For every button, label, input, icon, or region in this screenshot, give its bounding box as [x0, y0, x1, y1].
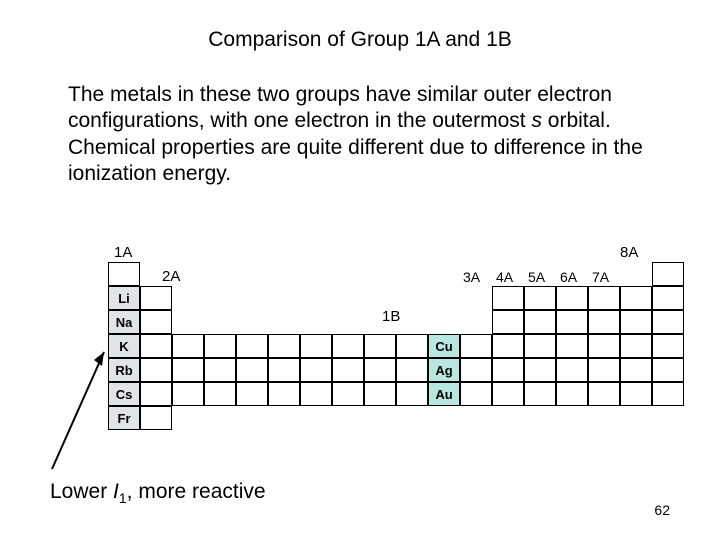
body-paragraph: The metals in these two groups have simi…: [68, 82, 658, 187]
empty-cell: [364, 382, 396, 406]
empty-cell: [556, 334, 588, 358]
empty-cell: [652, 358, 684, 382]
empty-cell: [172, 382, 204, 406]
empty-cell: [588, 358, 620, 382]
empty-cell: [652, 382, 684, 406]
element-cell-na: Na: [108, 310, 140, 334]
empty-cell: [140, 286, 172, 310]
empty-cell: [236, 382, 268, 406]
empty-cell: [620, 382, 652, 406]
empty-cell: [396, 358, 428, 382]
empty-cell: [460, 334, 492, 358]
empty-cell: [172, 334, 204, 358]
bottom-sub: 1: [119, 490, 127, 506]
empty-cell: [588, 310, 620, 334]
empty-cell: [524, 310, 556, 334]
empty-cell: [620, 334, 652, 358]
element-cell-li: Li: [108, 286, 140, 310]
empty-cell: [652, 334, 684, 358]
empty-cell: [140, 310, 172, 334]
empty-cell: [332, 358, 364, 382]
empty-cell: [204, 334, 236, 358]
body-line-1c: orbital.: [542, 109, 611, 132]
empty-cell: [524, 382, 556, 406]
empty-cell: [300, 382, 332, 406]
empty-cell: [236, 358, 268, 382]
empty-cell: [556, 286, 588, 310]
body-line-2: Chemical properties are quite different …: [68, 136, 643, 185]
element-cell-k: K: [108, 334, 140, 358]
group-label-7a: 7A: [592, 269, 609, 285]
empty-cell: [332, 382, 364, 406]
group-label-1b: 1B: [382, 308, 400, 325]
empty-cell: [492, 334, 524, 358]
group-label-5a: 5A: [528, 269, 545, 285]
element-cell-rb: Rb: [108, 358, 140, 382]
empty-cell: [140, 358, 172, 382]
empty-cell: [620, 310, 652, 334]
periodic-table-diagram: 1A 2A 1B 3A 4A 5A 6A 7A 8A LiNaK Cu Rb Ag Cs…: [68, 244, 658, 456]
empty-cell: [492, 358, 524, 382]
bottom-caption: Lower I1, more reactive: [50, 480, 266, 506]
empty-cell: [140, 334, 172, 358]
empty-cell: [236, 334, 268, 358]
empty-cell: [300, 358, 332, 382]
empty-cell: [588, 286, 620, 310]
element-cell-au: Au: [428, 382, 460, 406]
group-label-3a: 3A: [463, 269, 480, 285]
empty-cell: [556, 310, 588, 334]
empty-cell: [524, 358, 556, 382]
group-label-1a: 1A: [114, 244, 132, 261]
empty-cell: [268, 334, 300, 358]
empty-cell: [588, 382, 620, 406]
empty-cell: [332, 334, 364, 358]
bottom-d: , more reactive: [127, 480, 266, 503]
empty-cell: [460, 382, 492, 406]
empty-cell: [620, 358, 652, 382]
empty-cell: [556, 358, 588, 382]
empty-cell: [364, 334, 396, 358]
empty-cell: [652, 310, 684, 334]
bottom-a: Lower: [50, 480, 113, 503]
group-label-4a: 4A: [496, 269, 513, 285]
group-label-8a: 8A: [620, 244, 638, 261]
empty-cell: [652, 286, 684, 310]
empty-cell: [268, 382, 300, 406]
empty-cell: [204, 382, 236, 406]
empty-cell: [492, 382, 524, 406]
empty-cell: [524, 286, 556, 310]
empty-cell: [588, 334, 620, 358]
empty-cell: [620, 286, 652, 310]
empty-cell: [652, 262, 684, 286]
element-cell-fr: Fr: [108, 406, 140, 430]
empty-cell: [396, 334, 428, 358]
page-number: 62: [654, 502, 670, 518]
empty-cell: [300, 334, 332, 358]
element-cell-cu: Cu: [428, 334, 460, 358]
empty-cell: [492, 286, 524, 310]
empty-cell: [556, 382, 588, 406]
empty-cell: [396, 382, 428, 406]
body-s-italic: s: [531, 109, 542, 132]
empty-cell: [524, 334, 556, 358]
group-label-2a: 2A: [162, 268, 180, 285]
element-cell-ag: Ag: [428, 358, 460, 382]
empty-cell: [492, 310, 524, 334]
element-cell-cs: Cs: [108, 382, 140, 406]
empty-cell: [140, 382, 172, 406]
empty-cell: [140, 406, 172, 430]
empty-cell: [172, 358, 204, 382]
empty-cell: [460, 358, 492, 382]
empty-cell: [204, 358, 236, 382]
slide-title: Comparison of Group 1A and 1B: [0, 28, 720, 52]
empty-cell: [364, 358, 396, 382]
empty-cell: [268, 358, 300, 382]
group-label-6a: 6A: [560, 269, 577, 285]
empty-cell: [108, 262, 140, 286]
